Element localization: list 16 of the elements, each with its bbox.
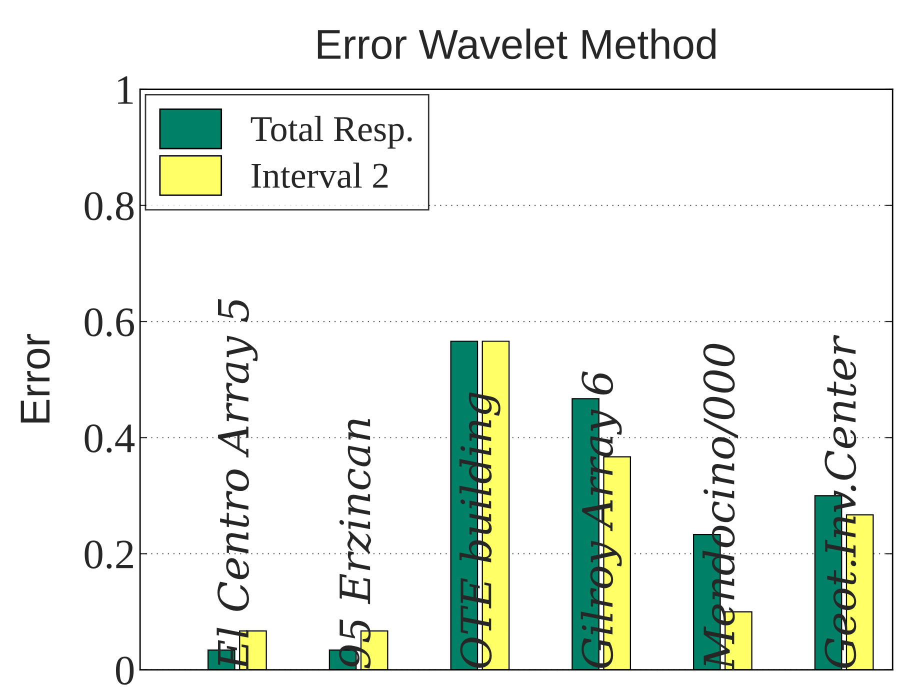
y-axis-title: Error (20, 334, 50, 422)
legend-label: Interval 2 (252, 162, 388, 188)
y-tick-label: 1 (118, 76, 133, 104)
y-tick-label: 0 (116, 656, 134, 685)
x-tick-label: 95 Erzincan (339, 419, 372, 668)
y-tick-label: 0.4 (84, 424, 135, 453)
y-tick-label: 0.6 (84, 308, 134, 337)
x-tick-label: El Centro Array 5 (216, 298, 258, 670)
x-tick-label: Gilroy Array 6 (580, 371, 622, 668)
legend-label: Total Resp. (250, 116, 412, 149)
x-tick-label: Mendocino/000 (702, 344, 738, 670)
x-tick-label: OTE building (459, 392, 500, 668)
chart-title: Error Wavelet Method (318, 28, 716, 60)
y-tick-label: 0.8 (84, 192, 134, 220)
y-tick-label: 0.2 (84, 540, 133, 569)
x-tick-label: Geot.Inv.Center (824, 334, 856, 668)
